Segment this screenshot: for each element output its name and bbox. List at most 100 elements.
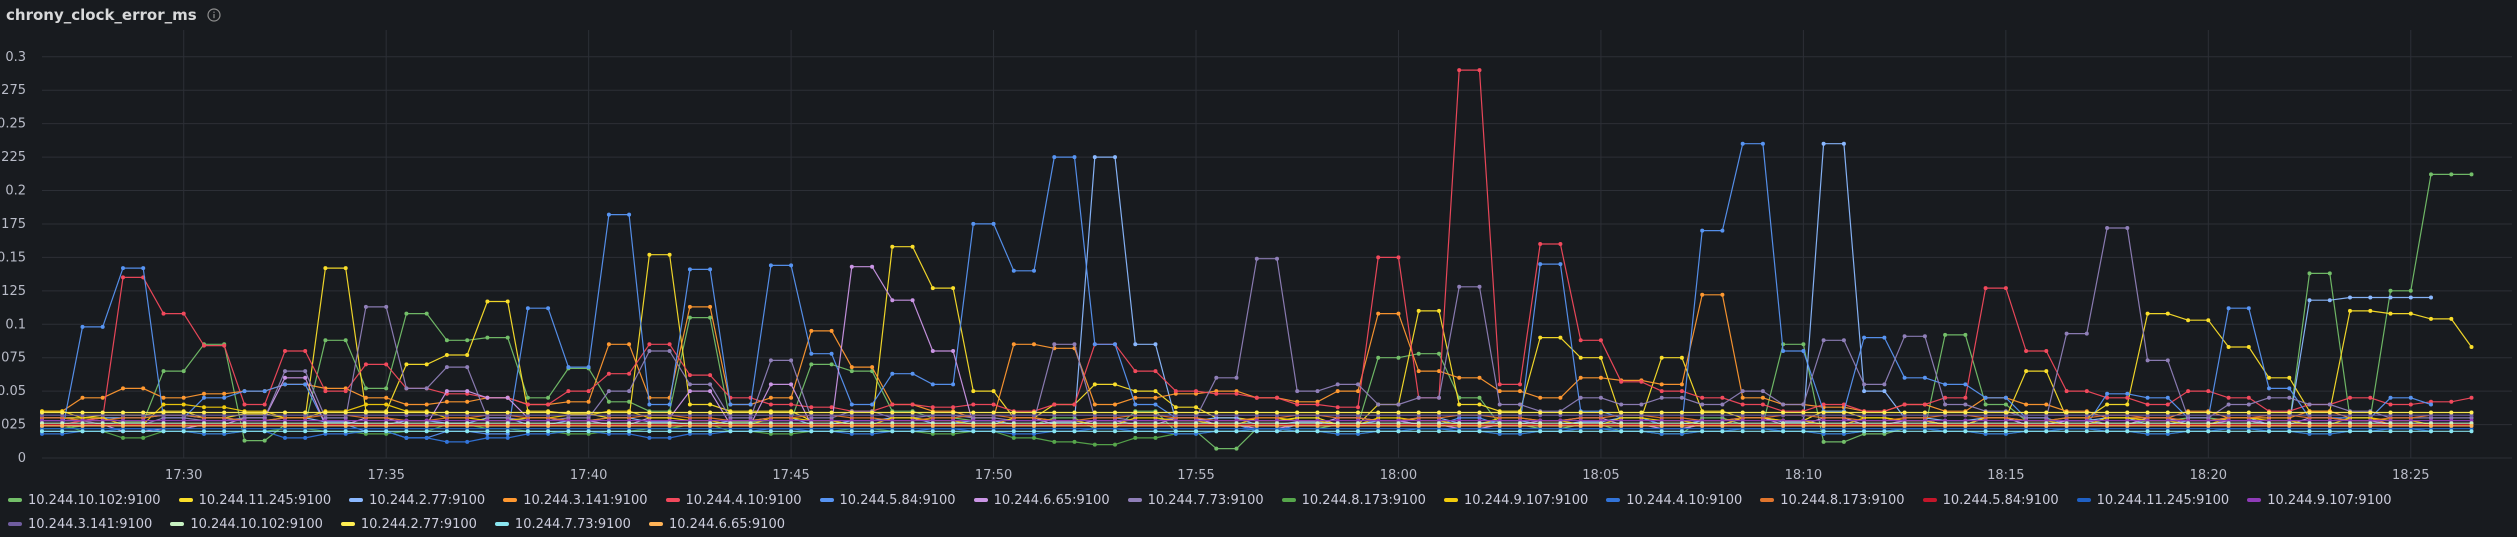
data-point [1032, 410, 1036, 415]
data-point [1679, 410, 1684, 415]
data-point [2044, 429, 2049, 434]
legend-item[interactable]: 10.244.2.77:9100 [340, 515, 477, 533]
legend-item[interactable]: 10.244.3.141:9100 [8, 515, 152, 533]
data-point [2064, 410, 2069, 415]
legend-item[interactable]: 10.244.8.173:9100 [1281, 491, 1426, 509]
panel-title[interactable]: chrony_clock_error_ms [6, 6, 197, 24]
x-tick-label: 18:20 [2190, 468, 2227, 483]
series-line[interactable] [42, 173, 2472, 450]
legend-item[interactable]: 10.244.10.102:9100 [8, 491, 161, 509]
data-point [1011, 410, 1016, 415]
legend-item[interactable]: 10.244.6.65:9100 [973, 491, 1110, 509]
data-point [586, 423, 591, 428]
data-point [242, 389, 247, 394]
data-point [202, 395, 206, 400]
data-point [1740, 389, 1745, 394]
data-point [1497, 429, 1502, 434]
data-point [546, 410, 551, 415]
data-point [768, 410, 773, 415]
data-point [1943, 395, 1948, 400]
data-point [2287, 375, 2292, 380]
chart[interactable]: 0 0.025 0.05 0.075 0.1 0.125 0.15 0.175 0.2 0.225… [0, 0, 2517, 490]
legend-item[interactable]: 10.244.7.73:9100 [494, 515, 631, 533]
data-point [1335, 429, 1340, 434]
legend-item[interactable]: 10.244.11.245:9100 [178, 491, 331, 509]
series-line[interactable] [42, 143, 2431, 426]
info-circle-icon[interactable] [207, 8, 221, 22]
legend-item[interactable]: 10.244.9.107:9100 [2247, 491, 2392, 509]
data-point [2267, 395, 2271, 400]
series-19[interactable] [40, 423, 2474, 428]
series-4[interactable] [40, 68, 2474, 427]
data-point [2388, 295, 2393, 300]
data-point [1558, 395, 1563, 400]
data-point [1133, 423, 1138, 428]
x-tick-label: 18:00 [1380, 468, 1417, 483]
series-6[interactable] [40, 264, 2433, 434]
legend-item[interactable]: 10.244.3.141:9100 [503, 491, 648, 509]
legend-item[interactable]: 10.244.11.245:9100 [2076, 491, 2229, 509]
data-point [424, 402, 429, 407]
data-point [1598, 410, 1603, 415]
data-point [1477, 395, 1482, 400]
legend-item[interactable]: 10.244.9.107:9100 [1443, 491, 1588, 509]
data-point [1558, 242, 1563, 246]
data-point [870, 410, 875, 415]
series-line[interactable] [42, 266, 2431, 432]
data-point [768, 402, 773, 407]
data-point [2469, 172, 2474, 177]
series-2[interactable] [40, 141, 2433, 427]
data-point [687, 267, 692, 272]
legend-item[interactable]: 10.244.10.102:9100 [170, 515, 323, 533]
data-point [1153, 410, 1158, 415]
data-point [1659, 429, 1664, 434]
data-point [465, 429, 470, 434]
data-point [1214, 410, 1219, 415]
data-point [1801, 349, 1806, 353]
legend-item[interactable]: 10.244.4.10:9100 [1606, 491, 1742, 509]
data-point [1416, 351, 1421, 356]
data-point [1943, 402, 1948, 407]
data-point [2287, 423, 2292, 428]
x-tick-label: 17:45 [772, 468, 809, 483]
x-tick-label: 18:15 [1987, 468, 2024, 483]
legend-item[interactable]: 10.244.4.10:9100 [665, 491, 802, 509]
data-point [687, 304, 692, 309]
series-0[interactable] [40, 172, 2474, 451]
data-point [1234, 429, 1239, 434]
data-point [2226, 345, 2231, 349]
data-point [1518, 423, 1522, 428]
data-point [2267, 375, 2271, 380]
data-point [2186, 389, 2191, 394]
legend-item[interactable]: 10.244.5.84:9100 [819, 491, 956, 509]
data-point [465, 353, 470, 357]
data-point [708, 382, 713, 387]
legend-label: 10.244.7.73:9100 [514, 516, 631, 532]
data-point [222, 405, 227, 410]
data-point [1416, 410, 1421, 415]
data-point [667, 342, 672, 347]
y-tick-label: 0.25 [0, 117, 26, 132]
series-18[interactable] [40, 429, 2474, 434]
data-point [384, 429, 389, 434]
data-point [971, 410, 976, 415]
data-point [444, 365, 449, 370]
data-point [2246, 395, 2251, 400]
legend-item[interactable]: 10.244.6.65:9100 [648, 515, 785, 533]
data-point [1700, 228, 1705, 233]
data-point [485, 395, 490, 400]
legend-item[interactable]: 10.244.5.84:9100 [1922, 491, 2059, 509]
data-point [161, 429, 166, 434]
legend-item[interactable]: 10.244.2.77:9100 [349, 491, 485, 509]
y-tick-label: 0.15 [0, 250, 26, 265]
data-point [1032, 435, 1036, 440]
data-point [2084, 423, 2089, 428]
legend-item[interactable]: 10.244.7.73:9100 [1127, 491, 1264, 509]
series-17[interactable] [40, 410, 2474, 415]
legend-item[interactable]: 10.244.8.173:9100 [1760, 491, 1905, 509]
data-point [384, 410, 389, 415]
data-point [789, 263, 794, 268]
series-line[interactable] [42, 294, 2431, 426]
data-point [546, 402, 551, 407]
data-point [121, 423, 125, 428]
